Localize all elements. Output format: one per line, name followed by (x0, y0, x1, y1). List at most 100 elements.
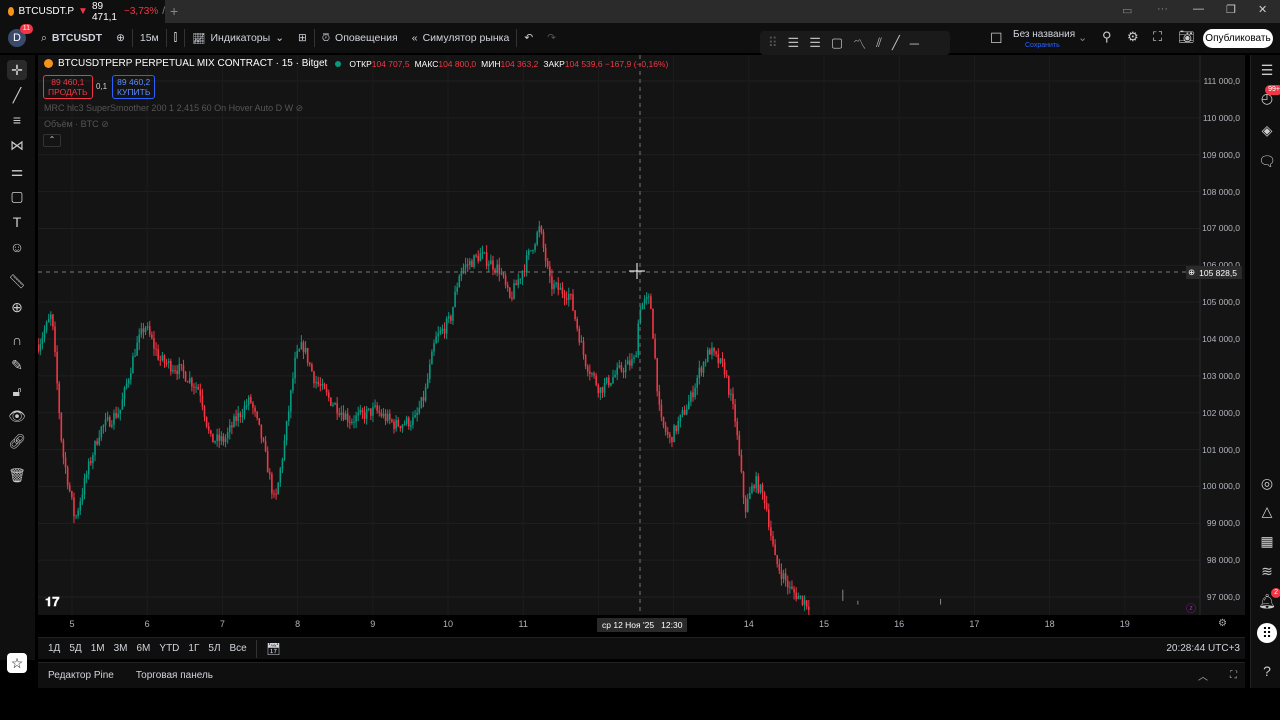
lock-drawing-icon[interactable]: ✎ (11, 356, 23, 373)
price-chart[interactable] (38, 55, 1245, 615)
parallel-icon[interactable]: ⫽ (876, 35, 882, 50)
indicator-mrc[interactable]: MRC hlc3 SuperSmoother 200 1 2,415 60 On… (44, 103, 303, 114)
range-button[interactable]: 1М (90, 643, 105, 654)
quick-search-icon[interactable]: ⚲ (1102, 29, 1112, 44)
bell-icon[interactable]: 🔔︎ 2 (1257, 588, 1280, 611)
range-button[interactable]: 1Г (188, 643, 200, 654)
shapes-icon[interactable]: ▢ (10, 187, 24, 204)
fib-icon[interactable]: ☰ (787, 35, 800, 50)
layout-icon[interactable]: ▭ (1122, 5, 1133, 17)
alerts-button[interactable]: ⏰︎ Оповещения (315, 27, 405, 49)
redo-button[interactable]: ↷ (540, 27, 563, 49)
range-button[interactable]: 1Д (48, 643, 61, 654)
horizontal-line-icon[interactable]: ─ (909, 35, 920, 51)
drag-handle-icon[interactable]: ⠿ (768, 35, 778, 50)
chevron-up-icon[interactable]: ︿ (1198, 672, 1208, 683)
channel-icon[interactable]: ☰ (809, 35, 821, 50)
eye-hidden-icon[interactable]: ⊘ (295, 103, 304, 113)
close-button[interactable]: ✕ (1258, 4, 1268, 16)
watchlist-icon[interactable]: ☰ (1260, 61, 1274, 78)
candle-body (336, 403, 338, 414)
undo-button[interactable]: ↶ (517, 27, 540, 49)
trading-panel-tab[interactable]: Торговая панель (135, 670, 214, 681)
lock-icon[interactable]: 🔓︎ (12, 382, 22, 399)
path-icon[interactable]: 〽 (853, 36, 867, 52)
range-button[interactable]: Все (229, 643, 247, 654)
new-tab-button[interactable]: + (170, 3, 179, 19)
target-icon[interactable]: ◎ (1260, 474, 1274, 491)
publish-button[interactable]: Опубликовать (1203, 29, 1273, 48)
range-button[interactable]: 5Д (69, 643, 82, 654)
broadcast-icon[interactable]: ≋ (1261, 562, 1273, 579)
layout-checkbox-icon[interactable]: ☐ (990, 30, 1003, 46)
magnet-icon[interactable]: ∩ (11, 332, 23, 348)
clock[interactable]: 20:28:44 UTC+3 (1166, 643, 1240, 654)
candle-body (683, 410, 686, 415)
range-button[interactable]: 5Л (208, 643, 221, 654)
layers-icon[interactable]: ◈ (1261, 121, 1273, 138)
goto-date-icon[interactable]: 📅︎ (265, 641, 281, 656)
chart-type-button[interactable]: ⫿ (167, 27, 184, 49)
minimize-button[interactable]: — (1193, 3, 1204, 15)
eye-icon[interactable]: 👁︎ (8, 407, 26, 424)
calendar-icon[interactable]: ▦ (1260, 532, 1274, 549)
axis-settings-icon[interactable]: ⚙ (1218, 618, 1227, 629)
pattern-icon[interactable]: ⋈ (10, 136, 24, 153)
lightning-icon[interactable]: ⓩ (1186, 604, 1196, 615)
ruler-icon[interactable]: 📏︎ (8, 272, 26, 289)
fib-tool-icon[interactable]: ≡ (12, 112, 22, 128)
candle-body (92, 455, 94, 464)
text-icon[interactable]: T (12, 214, 22, 230)
zoom-icon[interactable]: ⊕ (11, 298, 23, 315)
rectangle-icon[interactable]: ▢ (830, 35, 844, 50)
interval-button[interactable]: 15м (133, 27, 166, 49)
trend-line-icon[interactable]: ╱ (12, 86, 22, 103)
buy-button[interactable]: 89 460,2 КУПИТЬ (112, 75, 156, 99)
help-icon[interactable]: ? (1263, 663, 1271, 679)
replay-button[interactable]: « Симулятор рынка (405, 27, 517, 49)
maximize-panel-icon[interactable]: ⛶ (1230, 670, 1237, 681)
compare-button[interactable]: ⊕ (109, 27, 132, 49)
collapse-legend-button[interactable]: ⌃ (43, 134, 61, 147)
trash-icon[interactable]: 🗑︎ (8, 466, 26, 483)
pine-editor-tab[interactable]: Редактор Pine (48, 670, 114, 681)
emoji-icon[interactable]: ☺ (9, 239, 25, 255)
apps-grid-icon[interactable]: ⠿ (1257, 623, 1277, 643)
indicators-button[interactable]: 📈︎ Индикаторы ⌄ (185, 27, 291, 49)
favorites-star-icon[interactable]: ☆ (7, 653, 27, 673)
eye-hidden-icon[interactable]: ⊘ (101, 119, 109, 129)
candle-body (761, 484, 764, 493)
triangle-icon[interactable]: △ (1261, 502, 1273, 519)
gear-icon[interactable]: ⚙ (1127, 29, 1139, 44)
chart-pane[interactable] (38, 55, 1245, 615)
candle-body (361, 410, 364, 413)
templates-button[interactable]: ⊞ (291, 27, 314, 49)
symbol-search[interactable]: ⌕ BTCUSDT (34, 27, 109, 49)
range-button[interactable]: 6М (136, 643, 151, 654)
range-button[interactable]: YTD (159, 643, 180, 654)
chevron-down-icon[interactable]: ⌄ (1078, 32, 1088, 44)
sell-button[interactable]: 89 460,1 ПРОДАТЬ (43, 75, 93, 99)
low-label: МИН (481, 58, 501, 69)
legend-title[interactable]: BTCUSDTPERP PERPETUAL MIX CONTRACT · 15 … (58, 58, 328, 69)
avatar[interactable]: D 11 (8, 24, 33, 47)
restore-button[interactable]: ❐ (1226, 4, 1236, 16)
candle-body (517, 279, 520, 286)
range-button[interactable]: 3М (113, 643, 128, 654)
layout-name[interactable]: Без названия Сохранить (1013, 29, 1075, 51)
candle-body (330, 397, 332, 406)
indicator-volume[interactable]: Объём · BTC ⊘ (44, 119, 109, 130)
forecast-icon[interactable]: ⚌ (10, 162, 24, 179)
save-link[interactable]: Сохранить (1025, 42, 1060, 49)
crosshair-icon[interactable]: ✛ (7, 60, 27, 80)
fullscreen-icon[interactable]: ⛶ (1153, 29, 1163, 44)
link-icon[interactable]: 🔗︎ (8, 432, 26, 449)
chat-icon[interactable]: 🗨︎ (1258, 152, 1276, 169)
browser-tab[interactable]: BTCUSDT.P ▼ 89 471,1 −3,73% / (0, 0, 165, 23)
candle-body (431, 351, 433, 365)
more-icon[interactable]: ··· (1157, 3, 1168, 15)
camera-icon[interactable]: 📷︎ (1178, 29, 1195, 44)
line-icon[interactable]: ╱ (891, 35, 900, 50)
ideas-icon[interactable]: ◴ 99+ (1257, 85, 1280, 108)
add-alert-plus-icon[interactable]: ⊕ (1188, 267, 1196, 277)
